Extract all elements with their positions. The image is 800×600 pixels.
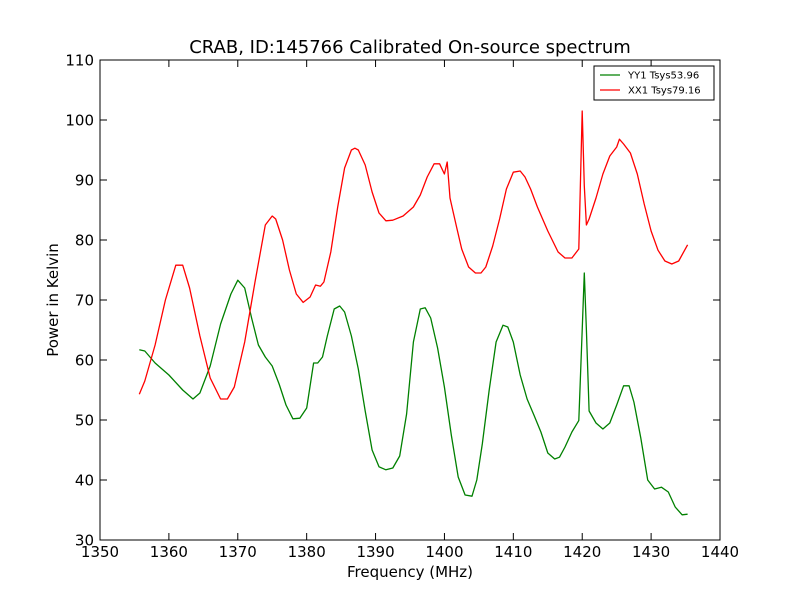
plot-area xyxy=(99,59,721,541)
x-tick-label: 1390 xyxy=(356,543,394,561)
legend-label-yy1: YY1 Tsys53.96 xyxy=(627,71,699,82)
x-tick-label: 1350 xyxy=(81,543,119,561)
x-tick-label: 1400 xyxy=(425,543,463,561)
y-axis-label: Power in Kelvin xyxy=(44,243,62,357)
legend: YY1 Tsys53.96 XX1 Tsys79.16 xyxy=(593,65,715,101)
x-tick-label: 1410 xyxy=(494,543,532,561)
chart-title: CRAB, ID:145766 Calibrated On-source spe… xyxy=(189,37,631,58)
series-layer xyxy=(138,110,689,516)
x-tick-label: 1440 xyxy=(701,543,739,561)
y-tick-label: 90 xyxy=(75,172,94,190)
legend-label-xx1: XX1 Tsys79.16 xyxy=(628,86,701,97)
x-tick-label: 1420 xyxy=(563,543,601,561)
y-tick-label: 60 xyxy=(75,352,94,370)
y-tick-label: 80 xyxy=(75,232,94,250)
x-axis-label: Frequency (MHz) xyxy=(347,563,473,581)
series-line-yy1 xyxy=(139,272,688,516)
legend-box xyxy=(593,65,715,101)
y-tick-label: 50 xyxy=(75,412,94,430)
y-tick-label: 100 xyxy=(65,112,94,130)
x-tick-label: 1380 xyxy=(288,543,326,561)
axis-ticks: 1350 1360 1370 1380 1390 1400 1410 1420 1430 1440… xyxy=(65,52,739,562)
y-tick-label: 110 xyxy=(65,52,94,70)
y-tick-label: 40 xyxy=(75,472,94,490)
series-line-xx1 xyxy=(138,110,689,400)
x-tick-label: 1430 xyxy=(632,543,670,561)
y-tick-label: 30 xyxy=(75,532,94,550)
x-tick-label: 1360 xyxy=(150,543,188,561)
y-tick-label: 70 xyxy=(75,292,94,310)
x-tick-label: 1370 xyxy=(219,543,257,561)
